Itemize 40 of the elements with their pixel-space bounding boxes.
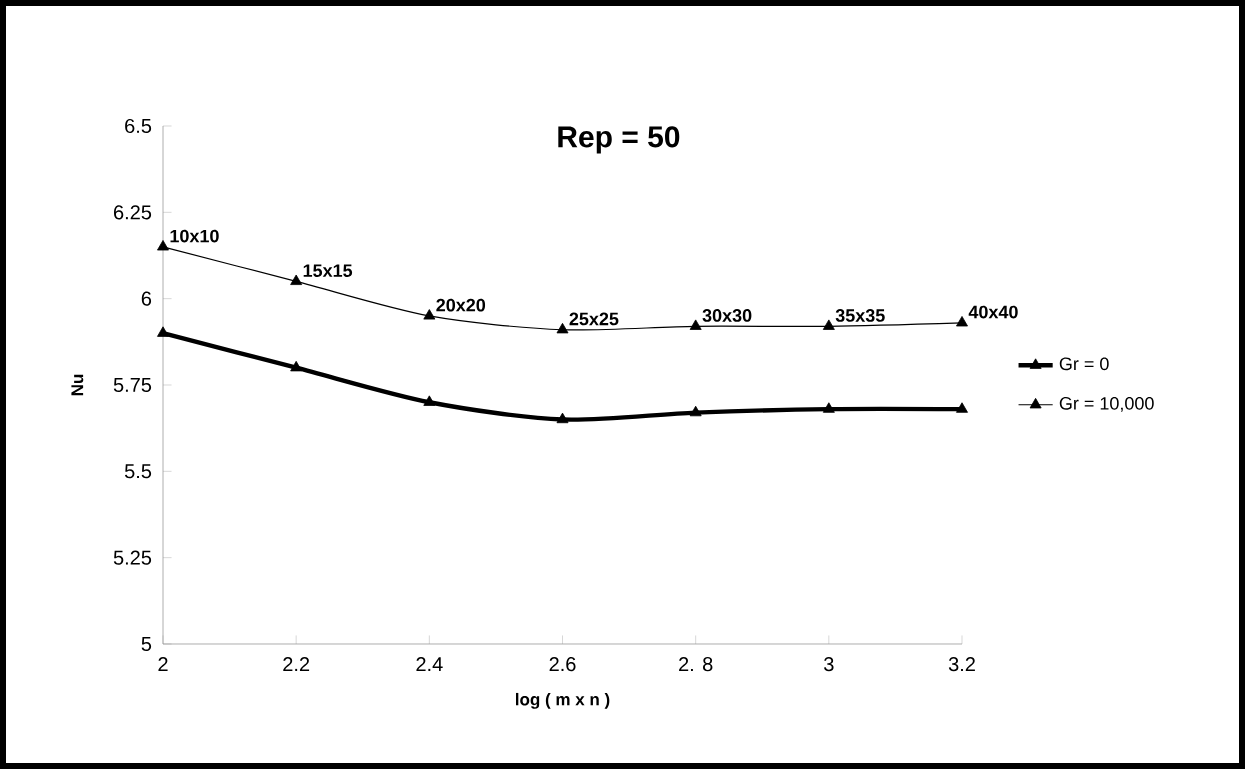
point — [822, 402, 835, 413]
annotation: 30x30 — [702, 309, 752, 322]
point — [290, 360, 303, 372]
x-tick-label: 2. 8 — [679, 657, 713, 672]
point — [423, 309, 436, 320]
point — [157, 326, 169, 337]
annotation: 35x35 — [835, 309, 885, 322]
y-tick-label: 5 — [141, 637, 152, 651]
annotation: 25x25 — [569, 312, 619, 326]
point — [956, 402, 968, 413]
x-tick-label: 2.6 — [549, 657, 576, 672]
x-tick-label: 2 — [158, 657, 168, 672]
y-tick-label: 5.5 — [124, 464, 152, 479]
point — [157, 240, 169, 251]
x-tick-label: 3.2 — [948, 657, 975, 672]
point — [822, 319, 835, 330]
y-tick-label: 5.25 — [113, 550, 152, 565]
annotation: 40x40 — [968, 305, 1018, 319]
y-tick-label: 6 — [141, 291, 152, 306]
annotation: 15x15 — [303, 264, 353, 277]
x-axis-title: log ( m x n ) — [516, 692, 610, 709]
y-tick-label: 6.25 — [114, 205, 152, 220]
point — [556, 412, 569, 424]
legend-label: Gr = 10,000 — [1059, 396, 1154, 412]
x-tick-label: 3 — [824, 657, 834, 672]
annotation: 10x10 — [170, 229, 219, 243]
point — [423, 395, 436, 406]
chart-title: Rep = 50 — [558, 126, 680, 154]
point — [290, 274, 303, 285]
point — [689, 319, 702, 330]
y-tick-label: 5.75 — [113, 378, 152, 392]
point — [556, 322, 569, 334]
x-tick-label: 2.2 — [283, 657, 310, 672]
y-tick-label: 6.5 — [125, 118, 152, 134]
legend-label: Gr = 0 — [1059, 357, 1109, 371]
point — [689, 405, 702, 417]
point — [956, 316, 968, 327]
y-axis-title: Nu — [71, 374, 84, 396]
annotation: 20x20 — [436, 298, 486, 312]
x-tick-label: 2.4 — [416, 657, 443, 672]
